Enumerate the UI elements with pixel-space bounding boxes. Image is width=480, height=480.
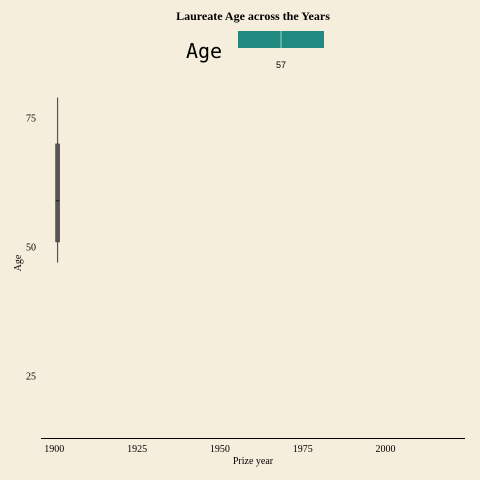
x-tick-label: 1900 <box>44 444 64 455</box>
x-tick-label: 2000 <box>376 444 396 455</box>
y-tick-labels: 25 50 75 <box>26 114 36 383</box>
legend-title: Age <box>186 39 222 63</box>
y-tick-label: 50 <box>26 243 36 254</box>
x-tick-labels: 1900 1925 1950 1975 2000 <box>44 444 395 455</box>
x-tick-label: 1925 <box>127 444 147 455</box>
y-axis-label: Age <box>13 254 24 271</box>
x-tick-label: 1975 <box>293 444 313 455</box>
box-iqr <box>55 143 60 243</box>
x-tick-label: 1950 <box>210 444 230 455</box>
legend: Age 57 <box>186 31 324 70</box>
y-tick-label: 25 <box>26 372 36 383</box>
chart-title: Laureate Age across the Years <box>176 9 330 23</box>
x-axis-label: Prize year <box>233 456 274 467</box>
legend-tick-label: 57 <box>276 60 286 70</box>
y-tick-label: 75 <box>26 114 36 125</box>
boxplot-series <box>55 97 60 263</box>
